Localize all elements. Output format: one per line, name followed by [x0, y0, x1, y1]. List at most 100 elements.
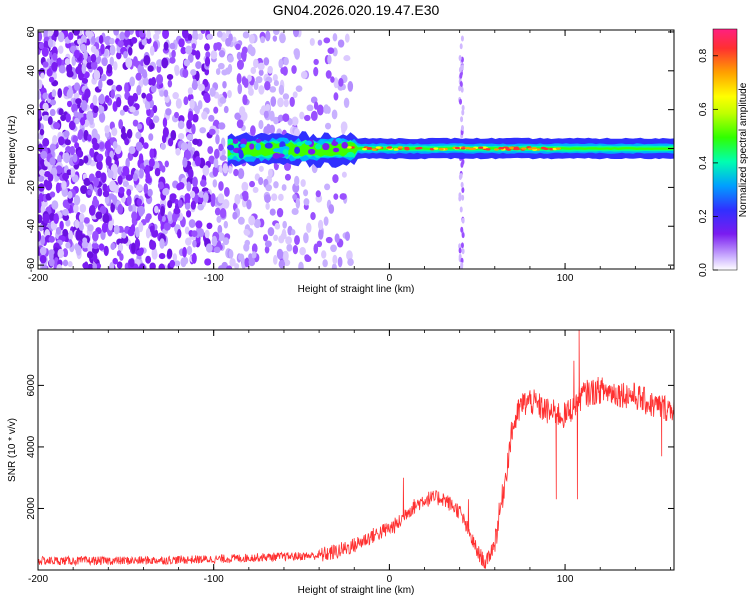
spectral-cell [83, 261, 89, 269]
spectral-cell [126, 195, 132, 207]
spectral-cell [294, 235, 300, 246]
spectral-cell [147, 65, 154, 72]
spectral-cell [64, 58, 71, 66]
spectral-cell [212, 179, 218, 188]
spectral-cell [73, 194, 81, 206]
spectral-cell [169, 259, 176, 268]
spectral-cell [55, 226, 62, 235]
spectral-cell [323, 216, 329, 226]
spectral-cell [262, 234, 269, 242]
spectral-cell [236, 51, 242, 61]
spectral-cell [49, 143, 57, 152]
spectral-cell [248, 257, 256, 267]
spectral-cell [283, 99, 289, 108]
spectral-cell [72, 153, 78, 163]
spectral-cell [460, 116, 464, 123]
spectral-cell [72, 30, 80, 36]
spectral-cell [38, 223, 44, 232]
spectral-peak [513, 146, 519, 149]
spectral-cell [237, 83, 243, 95]
spectral-cell [176, 183, 182, 191]
spectral-cell [69, 145, 76, 156]
spectral-cell [309, 38, 315, 46]
spectral-cell [241, 46, 248, 55]
spectral-cell [296, 141, 303, 147]
spectral-peak [404, 146, 410, 150]
spectral-cell [249, 46, 256, 57]
y-tick-label: 4000 [26, 435, 37, 458]
spectral-cell [282, 149, 289, 155]
spectral-cell [260, 36, 266, 44]
spectral-cell [192, 176, 198, 188]
spectral-cell [117, 175, 123, 185]
spectral-cell [180, 46, 187, 55]
spectral-cell [55, 182, 61, 194]
spectral-cell [217, 224, 223, 235]
spectral-cell [273, 80, 279, 87]
spectral-cell [460, 124, 464, 131]
spectral-cell [111, 127, 118, 137]
spectral-peak [555, 147, 561, 150]
snr-panel: -200 -100 0 100 2000 4000 6000 Height of strai… [7, 329, 675, 596]
spectral-cell [265, 30, 271, 42]
spectral-cell [113, 61, 118, 71]
spectral-cell [38, 214, 43, 224]
spectral-cell [104, 195, 110, 205]
spectral-cell [92, 94, 98, 106]
spectral-cell [461, 187, 465, 194]
spectral-cell [186, 245, 193, 255]
spectral-cell [197, 33, 204, 40]
spectral-cell [318, 229, 324, 240]
spectral-cell [115, 96, 122, 108]
spectral-cell [208, 128, 216, 136]
spectral-cell [53, 213, 59, 225]
spectral-cell [214, 42, 222, 49]
spectral-cell [330, 244, 337, 253]
spectral-cell [58, 136, 65, 146]
spectral-cell [98, 243, 105, 251]
spectral-cell [255, 138, 262, 143]
spectral-cell [286, 243, 293, 252]
spectral-cell [313, 58, 319, 66]
spectral-cell [125, 157, 130, 169]
spectral-cell [48, 235, 55, 243]
spectral-cell [127, 228, 135, 237]
spectral-cell [331, 263, 337, 269]
spectral-cell [313, 66, 319, 77]
spectral-cell [224, 67, 231, 75]
y-tick-label: 0 [26, 145, 37, 151]
spectral-cell [310, 212, 316, 221]
spectral-cell [110, 89, 116, 99]
spectral-cell [273, 181, 279, 189]
spectral-cell [222, 199, 230, 209]
spectral-cell [250, 66, 257, 75]
spectral-cell [188, 168, 194, 180]
spectral-peak [433, 147, 439, 150]
spectral-cell [341, 141, 348, 149]
spectral-cell [141, 69, 147, 78]
spectral-cell [145, 171, 151, 181]
spectrogram-ticks: -200 -100 0 100 60 40 20 0 -20 -40 -60 [26, 26, 674, 284]
spectral-cell [103, 245, 109, 257]
spectral-cell [192, 138, 199, 145]
spectral-peak [540, 146, 546, 150]
spectral-cell [124, 30, 131, 38]
snr-plot-area [38, 330, 674, 570]
spectral-cell [173, 207, 181, 215]
spectral-cell [135, 141, 143, 152]
spectral-cell [338, 77, 344, 87]
spectral-cell [65, 241, 71, 249]
spectral-cell [81, 63, 87, 75]
spectral-cell [283, 57, 289, 66]
spectral-cell [169, 42, 176, 50]
spectral-peak [481, 146, 487, 149]
spectral-cell [129, 258, 135, 268]
spectral-peak [367, 147, 373, 150]
spectral-cell [127, 95, 135, 107]
spectral-cell [211, 235, 218, 247]
spectral-cell [87, 189, 92, 196]
spectral-cell [325, 70, 332, 79]
spectral-cell [272, 152, 281, 159]
spectral-cell [244, 257, 250, 268]
spectral-cell [198, 83, 205, 92]
